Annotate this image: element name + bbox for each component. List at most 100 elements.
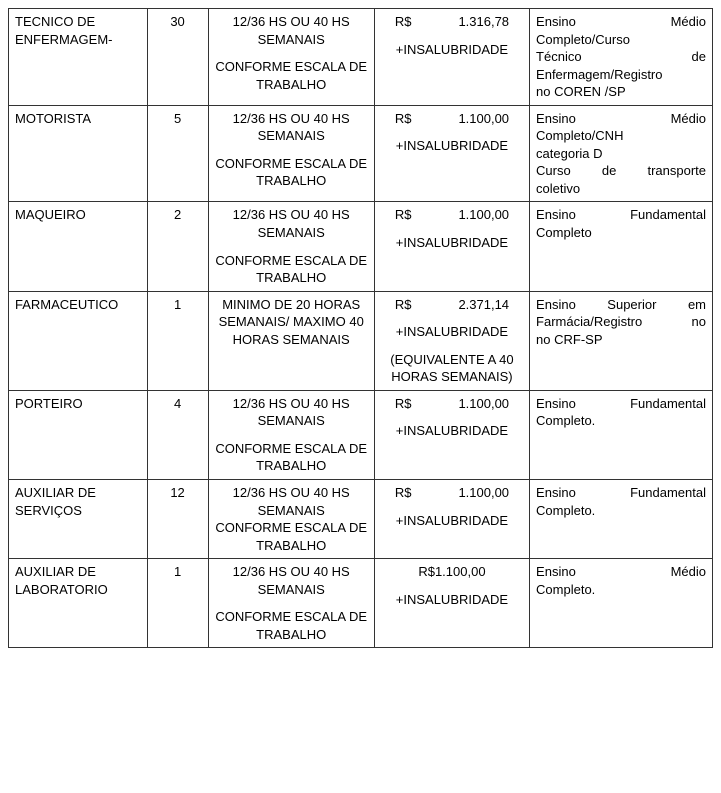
req-word: Médio bbox=[671, 14, 706, 29]
req-word: Ensino bbox=[536, 485, 576, 500]
salario-extra: +INSALUBRIDADE bbox=[381, 137, 523, 155]
jornada-cell: 12/36 HS OU 40 HS SEMANAIS CONFORME ESCAL… bbox=[208, 9, 374, 106]
req-line: coletivo bbox=[536, 180, 706, 198]
salario-currency: R$ bbox=[395, 13, 412, 31]
table-row: TECNICO DEENFERMAGEM-3012/36 HS OU 40 HS… bbox=[9, 9, 713, 106]
jornada-a: 12/36 HS OU 40 HS SEMANAIS bbox=[215, 110, 368, 145]
jornada-a: MINIMO DE 20 HORAS SEMANAIS/ MAXIMO 40 H… bbox=[215, 296, 368, 349]
req-line: Ensino Médio bbox=[536, 13, 706, 31]
req-word: Farmácia/Registro bbox=[536, 314, 642, 329]
jornada-a: 12/36 HS OU 40 HS SEMANAIS bbox=[215, 13, 368, 48]
requisitos-cell: Ensino FundamentalCompleto. bbox=[530, 480, 713, 559]
jornada-a: 12/36 HS OU 40 HS SEMANAIS bbox=[215, 395, 368, 430]
req-line: Completo/CNH bbox=[536, 127, 706, 145]
req-line: Técnico de bbox=[536, 48, 706, 66]
req-word: de bbox=[602, 163, 616, 178]
requisitos-cell: Ensino MédioCompleto. bbox=[530, 559, 713, 648]
salario-currency: R$ bbox=[395, 110, 412, 128]
cargo-line1: FARMACEUTICO bbox=[15, 296, 141, 314]
req-line: Ensino Médio bbox=[536, 563, 706, 581]
jornada-b: CONFORME ESCALA DE TRABALHO bbox=[215, 155, 368, 190]
table-row: MOTORISTA 512/36 HS OU 40 HS SEMANAIS CONF… bbox=[9, 105, 713, 202]
jornada-b: CONFORME ESCALA DE TRABALHO bbox=[215, 608, 368, 643]
req-line: Enfermagem/Registro bbox=[536, 66, 706, 84]
req-line: categoria D bbox=[536, 145, 706, 163]
jornada-a: 12/36 HS OU 40 HS SEMANAIS bbox=[215, 484, 368, 519]
salario-extra: +INSALUBRIDADE bbox=[381, 323, 523, 341]
req-line: Completo. bbox=[536, 412, 706, 430]
req-line: Curso de transporte bbox=[536, 162, 706, 180]
requisitos-cell: Ensino MédioCompleto/CNHcategoria DCurso… bbox=[530, 105, 713, 202]
req-word: Ensino bbox=[536, 207, 576, 222]
req-word: Superior bbox=[607, 297, 656, 312]
req-word: Curso bbox=[536, 163, 571, 178]
req-word: Ensino bbox=[536, 14, 576, 29]
req-word: no bbox=[692, 314, 706, 329]
salario-line: R$ 2.371,14 bbox=[381, 296, 523, 314]
req-word: transporte bbox=[647, 163, 706, 178]
salario-value: 1.100,00 bbox=[458, 395, 509, 413]
salario-line: R$1.100,00 bbox=[381, 395, 523, 413]
salario-extra: +INSALUBRIDADE bbox=[381, 234, 523, 252]
jornada-a: 12/36 HS OU 40 HS SEMANAIS bbox=[215, 563, 368, 598]
jornada-cell: MINIMO DE 20 HORAS SEMANAIS/ MAXIMO 40 H… bbox=[208, 291, 374, 390]
requisitos-cell: Ensino FundamentalCompleto bbox=[530, 202, 713, 291]
salario-cell: R$1.100,00 +INSALUBRIDADE bbox=[374, 105, 529, 202]
salario-cell: R$2.371,14+INSALUBRIDADE(EQUIVALENTE A 4… bbox=[374, 291, 529, 390]
req-line: Completo bbox=[536, 224, 706, 242]
cargo-line2: LABORATORIO bbox=[15, 581, 141, 599]
cargo-line1: PORTEIRO bbox=[15, 395, 141, 413]
cargo-cell: TECNICO DEENFERMAGEM- bbox=[9, 9, 148, 106]
requisitos-cell: Ensino Superior emFarmácia/Registro nono… bbox=[530, 291, 713, 390]
cargo-cell: FARMACEUTICO bbox=[9, 291, 148, 390]
vagas-cell: 5 bbox=[147, 105, 208, 202]
jornada-b: CONFORME ESCALA DE TRABALHO bbox=[215, 519, 368, 554]
cargo-line1: TECNICO DE bbox=[15, 13, 141, 31]
req-line: Completo/Curso bbox=[536, 31, 706, 49]
salario-value: 1.100,00 bbox=[458, 484, 509, 502]
cargo-cell: MAQUEIRO bbox=[9, 202, 148, 291]
jornada-cell: 12/36 HS OU 40 HS SEMANAISCONFORME ESCAL… bbox=[208, 480, 374, 559]
salario-cell: R$1.100,00 +INSALUBRIDADE bbox=[374, 390, 529, 479]
salario-value: R$1.100,00 bbox=[381, 563, 523, 581]
salario-value: 1.316,78 bbox=[458, 13, 509, 31]
salario-cell: R$1.100,00 +INSALUBRIDADE bbox=[374, 559, 529, 648]
req-word: Fundamental bbox=[630, 485, 706, 500]
req-line: no CRF-SP bbox=[536, 331, 706, 349]
salario-line: R$ 1.316,78 bbox=[381, 13, 523, 31]
vagas-cell: 12 bbox=[147, 480, 208, 559]
salario-extra: +INSALUBRIDADE bbox=[381, 422, 523, 440]
req-word: Técnico bbox=[536, 49, 582, 64]
salario-line: R$1.100,00 bbox=[381, 110, 523, 128]
cargo-cell: MOTORISTA bbox=[9, 105, 148, 202]
salario-value: 2.371,14 bbox=[458, 296, 509, 314]
cargo-cell: AUXILIAR DELABORATORIO bbox=[9, 559, 148, 648]
req-line: Farmácia/Registro no bbox=[536, 313, 706, 331]
vagas-cell: 2 bbox=[147, 202, 208, 291]
jornada-b: CONFORME ESCALA DE TRABALHO bbox=[215, 252, 368, 287]
req-line: Ensino Fundamental bbox=[536, 206, 706, 224]
salario-value: 1.100,00 bbox=[458, 206, 509, 224]
req-word: Fundamental bbox=[630, 207, 706, 222]
cargo-cell: PORTEIRO bbox=[9, 390, 148, 479]
cargo-line2: ENFERMAGEM- bbox=[15, 31, 141, 49]
req-word: de bbox=[692, 49, 706, 64]
req-line: no COREN /SP bbox=[536, 83, 706, 101]
salario-extra: +INSALUBRIDADE bbox=[381, 591, 523, 609]
salario-line: R$1.100,00 bbox=[381, 484, 523, 502]
table-row: PORTEIRO412/36 HS OU 40 HS SEMANAISCONFO… bbox=[9, 390, 713, 479]
req-word: Ensino bbox=[536, 297, 576, 312]
cargo-line1: MOTORISTA bbox=[15, 110, 141, 128]
table-row: MAQUEIRO212/36 HS OU 40 HS SEMANAIS CONFO… bbox=[9, 202, 713, 291]
req-word: Médio bbox=[671, 564, 706, 579]
salario-cell: R$ 1.316,78 +INSALUBRIDADE bbox=[374, 9, 529, 106]
jornada-b: CONFORME ESCALA DE TRABALHO bbox=[215, 58, 368, 93]
jornada-a: 12/36 HS OU 40 HS SEMANAIS bbox=[215, 206, 368, 241]
req-word: Ensino bbox=[536, 396, 576, 411]
req-line: Ensino Médio bbox=[536, 110, 706, 128]
salario-currency: R$ bbox=[395, 296, 412, 314]
jobs-table: TECNICO DEENFERMAGEM-3012/36 HS OU 40 HS… bbox=[8, 8, 713, 648]
salario-extra: +INSALUBRIDADE bbox=[381, 41, 523, 59]
jornada-cell: 12/36 HS OU 40 HS SEMANAISCONFORME ESCAL… bbox=[208, 390, 374, 479]
jornada-cell: 12/36 HS OU 40 HS SEMANAIS CONFORME ESCAL… bbox=[208, 559, 374, 648]
